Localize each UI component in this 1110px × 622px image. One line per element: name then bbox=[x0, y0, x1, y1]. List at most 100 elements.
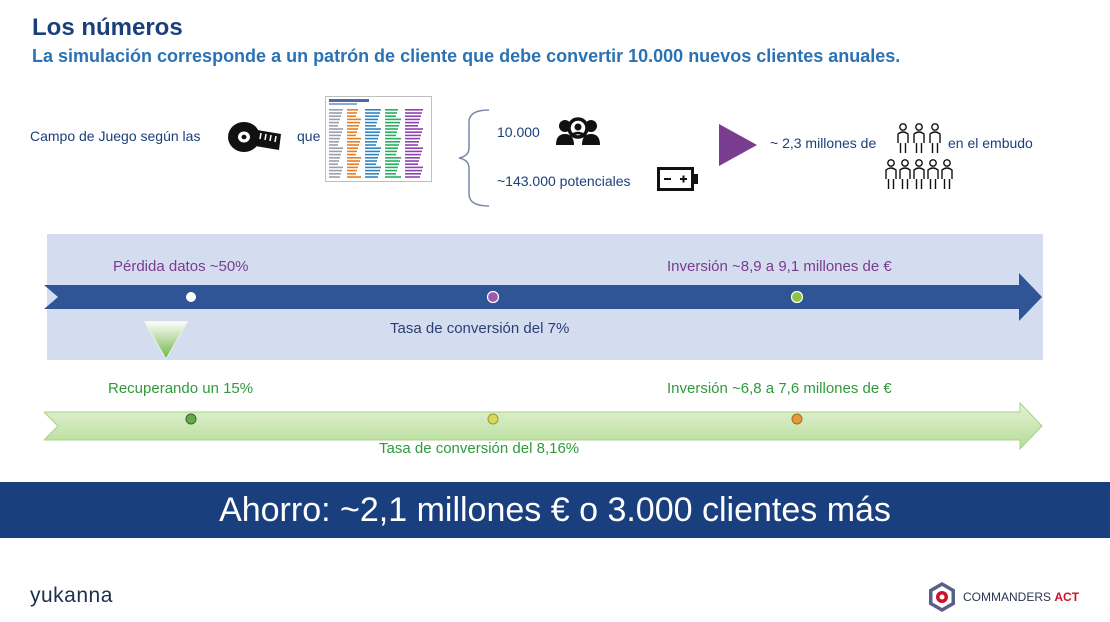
spreadsheet-cell bbox=[405, 134, 421, 137]
spreadsheet-cell bbox=[365, 121, 377, 124]
spreadsheet-cell bbox=[385, 131, 397, 133]
spreadsheet-cell bbox=[329, 157, 340, 159]
inversion-blue-label: Inversión ~8,9 a 9,1 millones de € bbox=[667, 258, 892, 275]
spreadsheet-cell bbox=[347, 153, 356, 156]
spreadsheet-cell bbox=[365, 112, 380, 114]
spreadsheet-cell bbox=[347, 125, 359, 127]
spreadsheet-cell bbox=[365, 128, 381, 130]
spreadsheet-cell bbox=[347, 176, 361, 178]
page-title: Los números bbox=[32, 14, 183, 41]
person-icon bbox=[885, 159, 897, 189]
spreadsheet-cell bbox=[405, 112, 422, 114]
spreadsheet-cell bbox=[405, 131, 422, 133]
spreadsheet-cell bbox=[329, 176, 340, 178]
spreadsheet-cell bbox=[385, 128, 398, 130]
spreadsheet-cell bbox=[405, 115, 421, 117]
spreadsheet-cell bbox=[365, 166, 381, 169]
commanders-act-logo-icon bbox=[929, 582, 955, 612]
spreadsheet-cell bbox=[385, 166, 398, 169]
spreadsheet-cell bbox=[347, 137, 361, 140]
recuperando-label: Recuperando un 15% bbox=[108, 380, 254, 397]
spreadsheet-cell bbox=[385, 153, 396, 156]
spreadsheet-cell bbox=[347, 150, 357, 153]
spreadsheet-cell bbox=[365, 109, 381, 111]
spreadsheet-cell bbox=[329, 131, 342, 133]
spreadsheet-cell bbox=[365, 141, 377, 143]
spreadsheet-cell bbox=[385, 141, 400, 143]
spreadsheet-cell bbox=[365, 160, 377, 162]
spreadsheet-cell bbox=[329, 134, 341, 137]
spreadsheet-cell bbox=[347, 160, 360, 162]
spreadsheet-cell bbox=[329, 109, 343, 111]
spreadsheet-cell bbox=[347, 141, 360, 143]
embudo-prefix: ~ 2,3 millones de bbox=[770, 135, 877, 151]
spreadsheet-cell bbox=[385, 144, 399, 146]
spreadsheet-cell bbox=[329, 153, 341, 156]
spreadsheet-cell bbox=[347, 128, 358, 130]
spreadsheet-cell bbox=[385, 109, 398, 111]
spreadsheet-cell bbox=[365, 125, 376, 127]
spreadsheet-cell bbox=[405, 118, 420, 121]
spreadsheet-cell bbox=[385, 137, 401, 140]
page-subtitle: La simulación corresponde a un patrón de… bbox=[32, 46, 901, 66]
person-icon bbox=[913, 159, 925, 189]
spreadsheet-cell bbox=[405, 109, 423, 111]
spreadsheet-cell bbox=[385, 125, 399, 127]
spreadsheet-cell bbox=[405, 125, 418, 127]
spreadsheet-cell bbox=[329, 163, 338, 165]
spreadsheet-cell bbox=[329, 166, 343, 169]
spreadsheet-cell bbox=[347, 109, 358, 111]
spreadsheet-cell bbox=[329, 144, 338, 146]
spreadsheet-cell bbox=[347, 173, 356, 175]
person-icon bbox=[913, 123, 925, 153]
spreadsheet-cell bbox=[405, 169, 422, 172]
spreadsheet-cell bbox=[385, 112, 397, 114]
act-text: ACT bbox=[1054, 590, 1080, 604]
spreadsheet-cell bbox=[329, 150, 342, 153]
spreadsheet-cell bbox=[385, 160, 400, 162]
spreadsheet-cell bbox=[329, 141, 339, 143]
spreadsheet-cell bbox=[365, 137, 378, 140]
clients-value: 10.000 bbox=[497, 124, 540, 140]
spreadsheet-cell bbox=[365, 150, 380, 153]
spreadsheet-cell bbox=[385, 157, 401, 159]
spreadsheet-cell bbox=[347, 144, 359, 146]
spreadsheet-cell bbox=[405, 128, 423, 130]
spreadsheet-cell bbox=[347, 166, 358, 169]
spreadsheet-cell bbox=[347, 112, 357, 114]
crowd-people-icon bbox=[885, 123, 953, 189]
perdida-label: Pérdida datos ~50% bbox=[113, 258, 249, 275]
spreadsheet-cell bbox=[385, 134, 396, 137]
potenciales-label: ~143.000 potenciales bbox=[497, 173, 631, 189]
spreadsheet-cell bbox=[329, 137, 340, 140]
spreadsheet-cell bbox=[365, 147, 381, 149]
spreadsheet-cell bbox=[347, 169, 357, 172]
funnel-icon bbox=[144, 321, 188, 359]
savings-banner-text: Ahorro: ~2,1 millones € o 3.000 clientes… bbox=[219, 491, 891, 529]
commanders-act-logo-text: COMMANDERS ACT bbox=[963, 590, 1079, 604]
spreadsheet-cell bbox=[329, 112, 342, 114]
spreadsheet-cell bbox=[385, 173, 396, 175]
spreadsheet-cell bbox=[347, 121, 360, 124]
spreadsheet-cell bbox=[385, 147, 398, 149]
spreadsheet-cell bbox=[365, 115, 379, 117]
spreadsheet-cell bbox=[405, 166, 423, 169]
spreadsheet-thumbnail bbox=[325, 96, 432, 182]
green-arrow bbox=[44, 402, 1043, 450]
yukanna-logo: yukanna bbox=[30, 584, 113, 607]
spreadsheet-cell bbox=[347, 134, 356, 137]
person-icon bbox=[897, 123, 909, 153]
spreadsheet-cell bbox=[365, 176, 378, 178]
spreadsheet-cell bbox=[405, 160, 419, 162]
spreadsheet-cell bbox=[365, 169, 380, 172]
person-icon bbox=[899, 159, 911, 189]
spreadsheet-cell bbox=[329, 115, 341, 117]
spreadsheet-cell bbox=[329, 147, 343, 149]
spreadsheet-cell bbox=[405, 173, 421, 175]
spreadsheet-cell bbox=[405, 157, 420, 159]
person-icon bbox=[929, 123, 941, 153]
spreadsheet-cell bbox=[405, 121, 419, 124]
spreadsheet-cell bbox=[385, 150, 397, 153]
spreadsheet-cell bbox=[385, 169, 397, 172]
spreadsheet-cell bbox=[347, 131, 357, 133]
